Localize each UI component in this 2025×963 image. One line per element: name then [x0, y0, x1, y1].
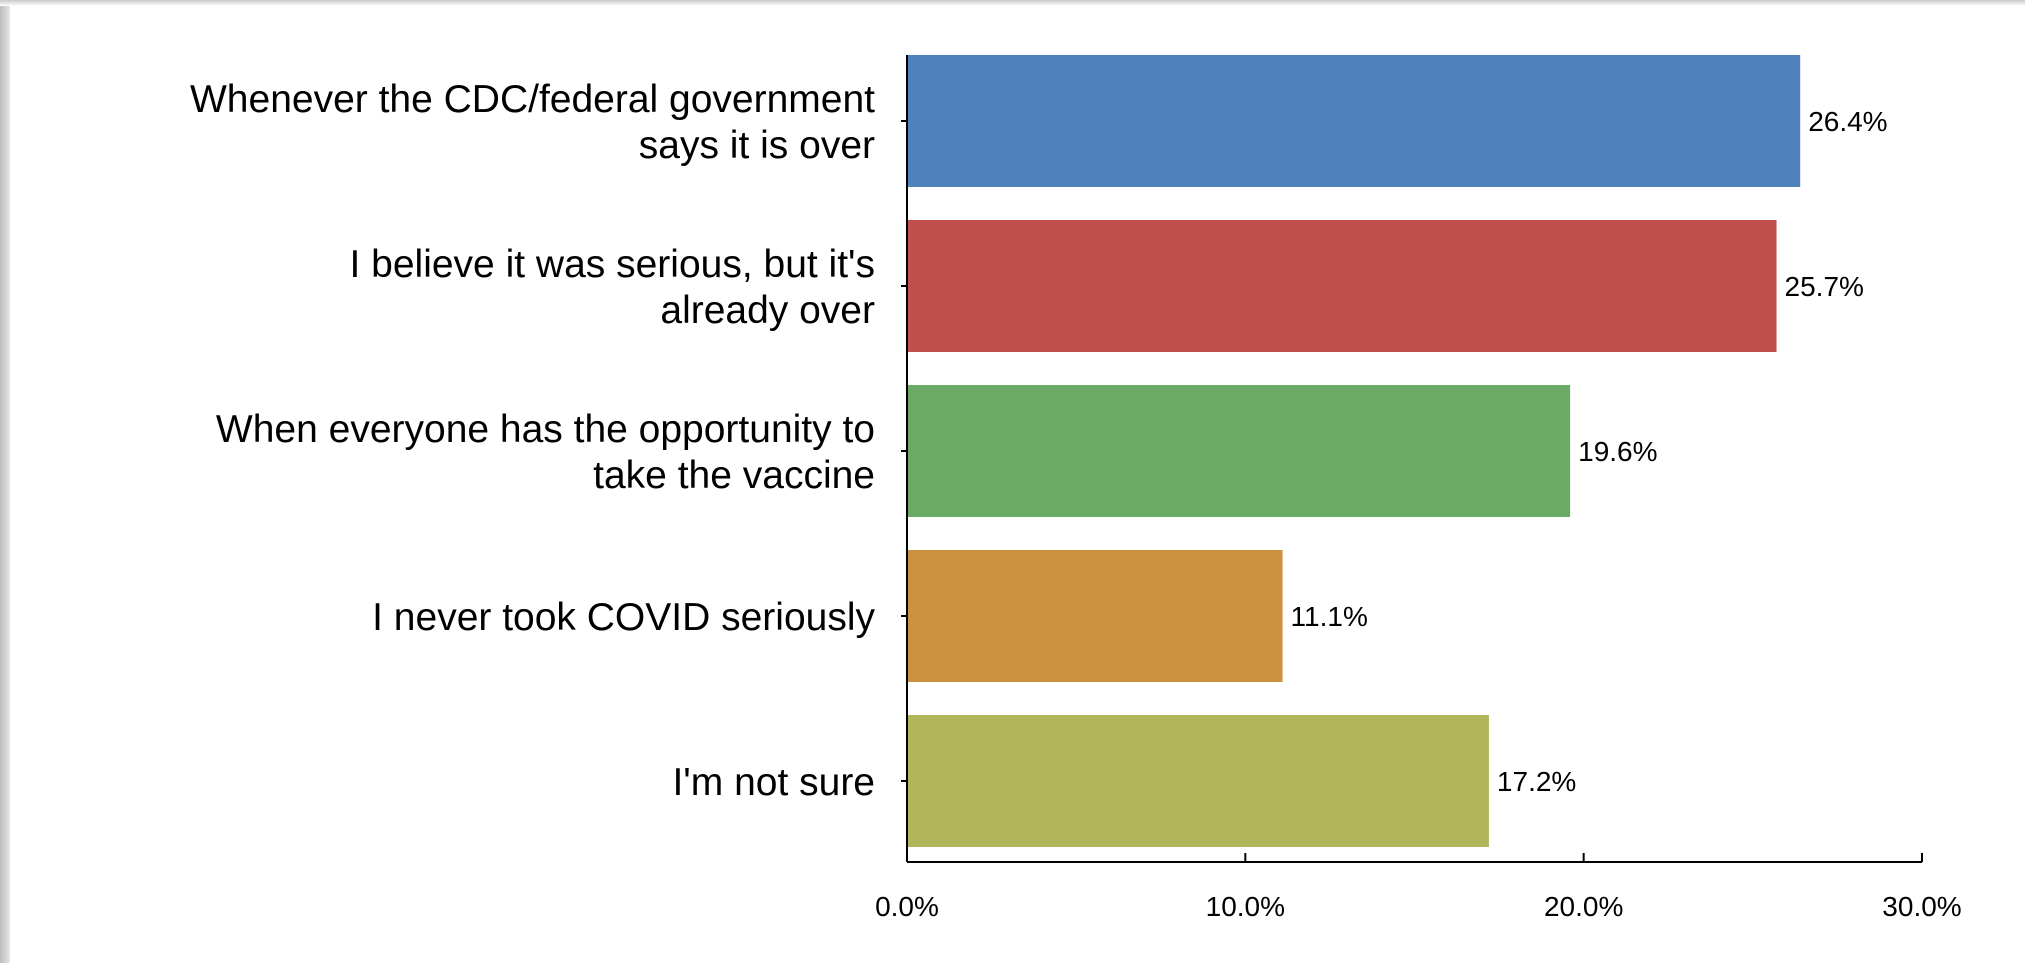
x-tick-label-0: 0.0%: [875, 891, 939, 922]
category-label-2-line-1: take the vaccine: [593, 454, 875, 497]
bar-4: [907, 715, 1489, 847]
value-label-1: 25.7%: [1785, 271, 1864, 302]
bar-1: [907, 220, 1777, 352]
category-label-0-line-0: Whenever the CDC/federal government: [190, 78, 875, 121]
value-label-3: 11.1%: [1291, 601, 1368, 632]
value-label-2: 19.6%: [1578, 436, 1657, 467]
x-tick-label-1: 10.0%: [1206, 891, 1285, 922]
x-tick-label-2: 20.0%: [1544, 891, 1623, 922]
window-edge-top: [0, 0, 2025, 6]
category-label-0-line-1: says it is over: [639, 124, 875, 167]
category-label-4-line-0: I'm not sure: [672, 761, 875, 804]
category-label-1-line-1: already over: [660, 289, 875, 332]
x-tick-label-3: 30.0%: [1882, 891, 1961, 922]
value-label-0: 26.4%: [1808, 106, 1887, 137]
category-label-3-line-0: I never took COVID seriously: [372, 596, 875, 639]
category-label-1-line-0: I believe it was serious, but it's: [349, 243, 875, 286]
bar-0: [907, 55, 1801, 187]
bar-2: [907, 385, 1571, 517]
bar-3: [907, 550, 1283, 682]
bar-chart: 26.4% Whenever the CDC/federal government…: [190, 55, 1962, 922]
category-label-2-line-0: When everyone has the opportunity to: [216, 408, 875, 451]
window-edge-left: [0, 0, 10, 963]
chart-frame: 26.4% Whenever the CDC/federal government…: [10, 0, 2025, 963]
value-label-4: 17.2%: [1497, 766, 1576, 797]
